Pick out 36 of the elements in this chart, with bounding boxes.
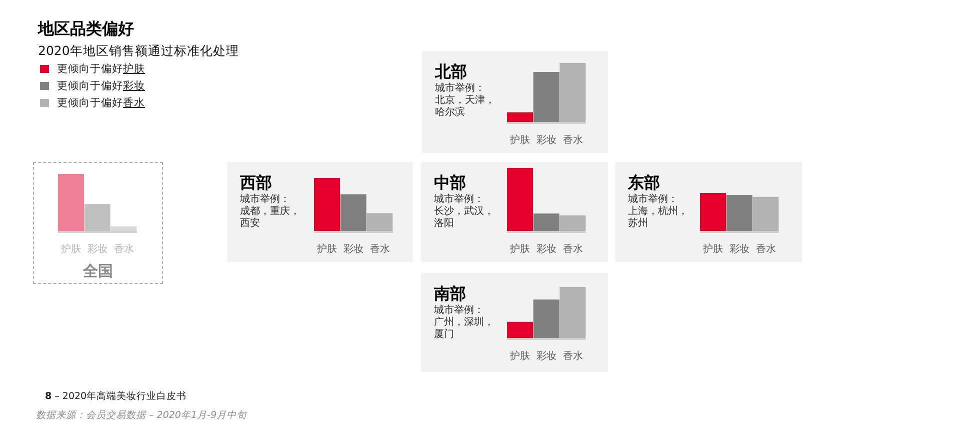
- x-tick-label: 彩妆: [536, 350, 556, 362]
- x-tick-label: 护肤: [509, 350, 530, 362]
- text: 更倾向于偏好彩妆: [57, 79, 145, 93]
- x-tick-label: 彩妆: [87, 242, 107, 255]
- x-tick-label: 护肤: [60, 242, 81, 255]
- text: 城市举例：上海，杭州，苏州: [628, 194, 689, 230]
- x-tick-label: 香水: [562, 243, 583, 256]
- chart-title: 东部: [628, 173, 660, 193]
- x-tick-label: 香水: [562, 350, 583, 362]
- chart-title: 中部: [434, 173, 466, 193]
- chart-title: 北部: [435, 62, 467, 82]
- x-tick-label: 香水: [113, 242, 134, 255]
- x-tick-label: 香水: [756, 243, 776, 256]
- text: 城市举例：北京，天津，哈尔滨: [435, 83, 496, 119]
- text: 全国: [83, 262, 113, 280]
- text: 城市举例：成都，重庆，西安: [240, 194, 301, 230]
- x-tick-label: 彩妆: [344, 243, 364, 256]
- text: 8 – 2020年高端美妆行业白皮书: [45, 391, 187, 403]
- x-tick-label: 香水: [370, 243, 390, 256]
- text: 2020年地区销售额通过标准化处理: [38, 43, 239, 59]
- text: 地区品类偏好: [38, 19, 134, 39]
- x-tick-label: 护肤: [316, 243, 338, 256]
- x-tick-label: 护肤: [509, 243, 530, 256]
- x-tick-label: 彩妆: [730, 243, 750, 256]
- x-tick-label: 护肤: [509, 134, 530, 146]
- x-tick-label: 香水: [562, 134, 583, 146]
- chart-title: 西部: [240, 173, 272, 193]
- text: 城市举例：长沙，武汉，洛阳: [434, 194, 495, 230]
- text: 更倾向于偏好香水: [57, 96, 145, 110]
- source-note: 数据来源：会员交易数据 – 2020年1月-9月中旬: [36, 410, 246, 422]
- x-tick-label: 彩妆: [536, 134, 556, 146]
- x-tick-label: 彩妆: [536, 243, 556, 256]
- text: 更倾向于偏好护肤: [57, 62, 145, 76]
- text: 城市举例：广州，深圳，厦门: [434, 305, 495, 341]
- chart-title: 南部: [434, 284, 466, 304]
- x-tick-label: 护肤: [702, 243, 724, 256]
